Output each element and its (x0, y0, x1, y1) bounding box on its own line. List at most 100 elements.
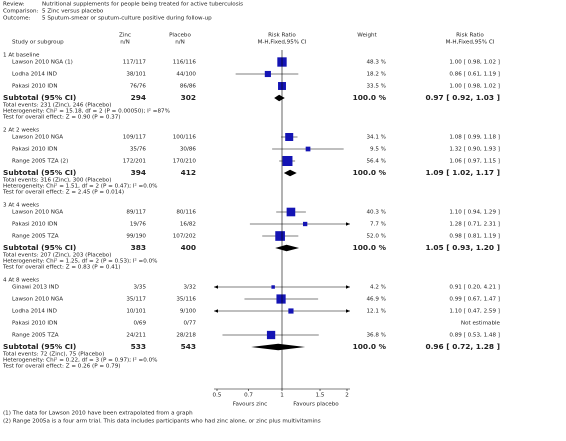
weight: 36.8 % (366, 333, 386, 339)
col-placebo: Placebo (169, 33, 191, 39)
study-name: Range 2005 TZA (12, 333, 59, 339)
subtotal-placebo: 412 (181, 168, 196, 177)
weight: 40.3 % (366, 210, 386, 216)
placebo-count: 80/116 (176, 210, 196, 216)
placebo-count: 9/100 (180, 309, 197, 315)
header-text: Nutritional supplements for people being… (42, 2, 243, 8)
header-label: Outcome: (3, 16, 31, 22)
zinc-count: 0/69 (133, 321, 146, 327)
group-note: Heterogeneity: Chi² = 0.22, df = 3 (P = … (3, 357, 157, 364)
group-note: Heterogeneity: Chi² = 1.51, df = 2 (P = … (3, 183, 157, 190)
diamond (251, 343, 306, 351)
point-estimate (305, 146, 311, 152)
group-note: Total events: 207 (Zinc), 203 (Placebo) (2, 253, 111, 259)
x-tick-label: 1.5 (316, 393, 325, 399)
weight: 56.4 % (366, 159, 386, 165)
group-note: Test for overall effect: Z = 0.26 (P = 0… (2, 364, 120, 370)
placebo-count: 16/82 (180, 222, 196, 228)
point-estimate (275, 231, 285, 241)
study-name: Lawson 2010 NGA (1) (12, 60, 73, 66)
weight: 7.7 % (370, 222, 386, 228)
subtotal-placebo: 400 (181, 243, 196, 252)
point-estimate (282, 155, 293, 167)
subtotal-ci: 1.05 [ 0.93, 1.20 ] (425, 243, 500, 252)
header-label: Comparison: (3, 9, 38, 15)
subtotal-weight: 100.0 % (353, 342, 387, 351)
footnote: (1) The data for Lawson 2010 have been e… (3, 411, 193, 417)
zinc-count: 109/117 (123, 135, 147, 141)
favours-right: Favours placebo (293, 402, 339, 408)
col-weight: Weight (357, 33, 377, 39)
subtotal-weight: 100.0 % (353, 243, 387, 252)
col-zinc: n/N (120, 40, 130, 46)
group-note: Total events: 316 (Zinc), 300 (Placebo) (2, 178, 111, 184)
ci-arrow (214, 309, 218, 313)
study-name: Pakasi 2010 IDN (12, 222, 58, 228)
ci-label: 1.32 [ 0.90, 1.93 ] (449, 147, 500, 153)
weight: 52.0 % (366, 234, 386, 240)
placebo-count: 86/86 (180, 84, 197, 90)
weight: 34.1 % (366, 135, 386, 141)
subtotal-name: Subtotal (95% CI) (3, 168, 76, 177)
point-estimate (266, 330, 276, 340)
study-name: Lodha 2014 IND (12, 72, 57, 78)
study-name: Range 2005 TZA (2) (12, 159, 68, 165)
ci-label: 1.00 [ 0.98, 1.02 ] (449, 60, 500, 66)
zinc-count: 99/190 (126, 234, 146, 240)
group-note: Total events: 72 (Zinc), 75 (Placebo) (2, 352, 104, 358)
ci-label: 0.86 [ 0.61, 1.19 ] (449, 72, 500, 78)
zinc-count: 172/201 (123, 159, 147, 165)
subtotal-weight: 100.0 % (353, 168, 387, 177)
weight: 46.9 % (366, 297, 386, 303)
placebo-count: 3/32 (183, 285, 196, 291)
zinc-count: 35/117 (126, 297, 146, 303)
study-name: Range 2005 TZA (12, 234, 59, 240)
study-name: Lawson 2010 NGA (12, 135, 63, 141)
placebo-count: 0/77 (183, 321, 196, 327)
ci-label: 1.00 [ 0.98, 1.02 ] (449, 84, 500, 90)
col-plot: M-H,Fixed,95% CI (258, 40, 307, 46)
ci-label: 0.89 [ 0.53, 1.48 ] (449, 333, 500, 339)
x-tick-label: 0.5 (213, 393, 222, 399)
zinc-count: 24/211 (126, 333, 146, 339)
point-estimate (285, 132, 294, 142)
placebo-count: 30/86 (180, 147, 197, 153)
group-title: 4 At 8 weeks (3, 278, 39, 284)
col-study: Study or subgroup (12, 40, 64, 46)
col-plot: Risk Ratio (268, 33, 296, 39)
ci-label: 0.99 [ 0.67, 1.47 ] (449, 297, 500, 303)
weight: 9.5 % (370, 147, 386, 153)
favours-left: Favours zinc (233, 402, 268, 408)
group-title: 1 At baseline (3, 53, 40, 59)
header-text: 5 Sputum-smear or sputum-culture positiv… (42, 16, 212, 22)
ci-label: 1.06 [ 0.97, 1.15 ] (449, 159, 500, 165)
ci-arrow (346, 285, 350, 289)
zinc-count: 10/101 (126, 309, 146, 315)
group-note: Test for overall effect: Z = 2.45 (P = 0… (2, 190, 124, 196)
zinc-count: 89/117 (126, 210, 146, 216)
diamond (274, 94, 285, 102)
zinc-count: 38/101 (126, 72, 146, 78)
subtotal-ci: 1.09 [ 1.02, 1.17 ] (425, 168, 500, 177)
subtotal-zinc: 394 (131, 168, 146, 177)
point-estimate (302, 221, 308, 227)
col-zinc: Zinc (119, 33, 131, 39)
ci-label: 1.10 [ 0.94, 1.29 ] (449, 210, 500, 216)
zinc-count: 3/35 (133, 285, 146, 291)
subtotal-placebo: 543 (181, 342, 196, 351)
subtotal-zinc: 383 (131, 243, 146, 252)
point-estimate (264, 70, 271, 78)
ci-label: 0.91 [ 0.20, 4.21 ] (449, 285, 500, 291)
col-placebo: n/N (175, 40, 185, 46)
study-name: Lawson 2010 NGA (12, 297, 63, 303)
ci-label: 1.10 [ 0.47, 2.59 ] (449, 309, 500, 315)
x-tick-label: 0.7 (244, 393, 253, 399)
study-name: Pakasi 2010 IDN (12, 147, 58, 153)
ci-arrow (346, 309, 350, 313)
weight: 48.3 % (366, 60, 386, 66)
col-ci: Risk Ratio (456, 33, 484, 39)
x-tick-label: 1 (280, 393, 284, 399)
subtotal-weight: 100.0 % (353, 93, 387, 102)
